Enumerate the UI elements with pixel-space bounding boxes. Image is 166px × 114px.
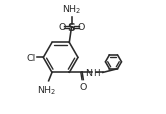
Text: S: S xyxy=(68,23,75,32)
Text: Cl: Cl xyxy=(26,53,36,62)
Text: O: O xyxy=(58,23,65,32)
Text: O: O xyxy=(80,82,87,91)
Text: NH$_2$: NH$_2$ xyxy=(37,83,56,96)
Text: NH$_2$: NH$_2$ xyxy=(62,3,81,16)
Text: O: O xyxy=(78,23,85,32)
Text: H: H xyxy=(94,68,100,77)
Text: N: N xyxy=(85,68,92,77)
